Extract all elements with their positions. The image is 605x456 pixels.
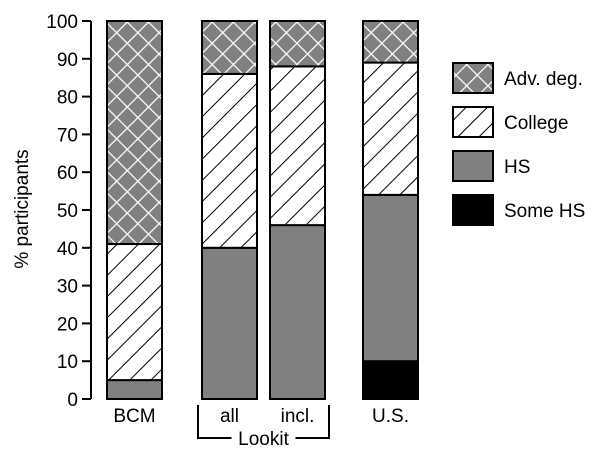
bar-incl-adv-deg — [269, 20, 326, 68]
bar-all-college — [201, 72, 258, 249]
bar-all-adv-deg — [201, 20, 258, 75]
legend-swatch — [452, 106, 494, 138]
y-axis-title: % participants — [12, 149, 33, 268]
y-axis: 0 10 20 30 40 50 60 70 80 90 100 — [46, 12, 92, 411]
bar-incl-hs — [269, 224, 326, 400]
y-tick-label: 0 — [67, 390, 78, 411]
legend: Adv. deg. College HS Some HS — [452, 62, 585, 226]
x-label-all: all — [220, 406, 239, 427]
bars — [106, 20, 419, 401]
legend-item-adv-deg: Adv. deg. — [452, 62, 583, 94]
y-tick-label: 20 — [57, 314, 78, 335]
x-label-bcm: BCM — [113, 406, 155, 427]
group-bracket-line — [197, 405, 330, 439]
legend-label: Adv. deg. — [504, 69, 583, 90]
y-tick-label: 70 — [57, 125, 78, 146]
y-tick-label: 80 — [57, 88, 78, 109]
bar-stack-bcm — [106, 20, 163, 401]
bar-all-hs — [201, 246, 258, 400]
bar-bcm-adv-deg — [106, 20, 163, 246]
legend-label: College — [504, 113, 568, 134]
y-tick-label: 10 — [57, 352, 78, 373]
y-tick-label: 30 — [57, 277, 78, 298]
bar-incl-college — [269, 65, 326, 227]
bar-u-s-college — [362, 61, 419, 196]
bar-bcm-hs — [106, 379, 163, 401]
x-axis-labels: BCM all incl. U.S. — [113, 406, 409, 427]
y-tick-label: 90 — [57, 50, 78, 71]
y-tick-label: 100 — [46, 12, 78, 33]
bar-stack-incl — [269, 20, 326, 400]
lookit-group-bracket: Lookit — [197, 405, 330, 450]
x-label-incl: incl. — [281, 406, 315, 427]
legend-item-hs: HS — [452, 150, 530, 182]
legend-label: HS — [504, 157, 530, 178]
bar-u-s-hs — [362, 193, 419, 363]
legend-swatch — [452, 194, 494, 226]
legend-label: Some HS — [504, 201, 585, 222]
y-tick-label: 60 — [57, 163, 78, 184]
bar-u-s-adv-deg — [362, 20, 419, 64]
legend-swatch — [452, 150, 494, 182]
bar-stack-u-s — [362, 20, 419, 401]
legend-item-college: College — [452, 106, 568, 138]
legend-swatch — [452, 62, 494, 94]
legend-item-some-hs: Some HS — [452, 194, 585, 226]
y-tick-label: 40 — [57, 239, 78, 260]
bar-u-s-some-hs — [362, 360, 419, 401]
bar-bcm-college — [106, 243, 163, 382]
group-label: Lookit — [238, 429, 289, 450]
y-tick-label: 50 — [57, 201, 78, 222]
bar-stack-all — [201, 20, 258, 400]
x-label-u-s: U.S. — [372, 406, 409, 427]
